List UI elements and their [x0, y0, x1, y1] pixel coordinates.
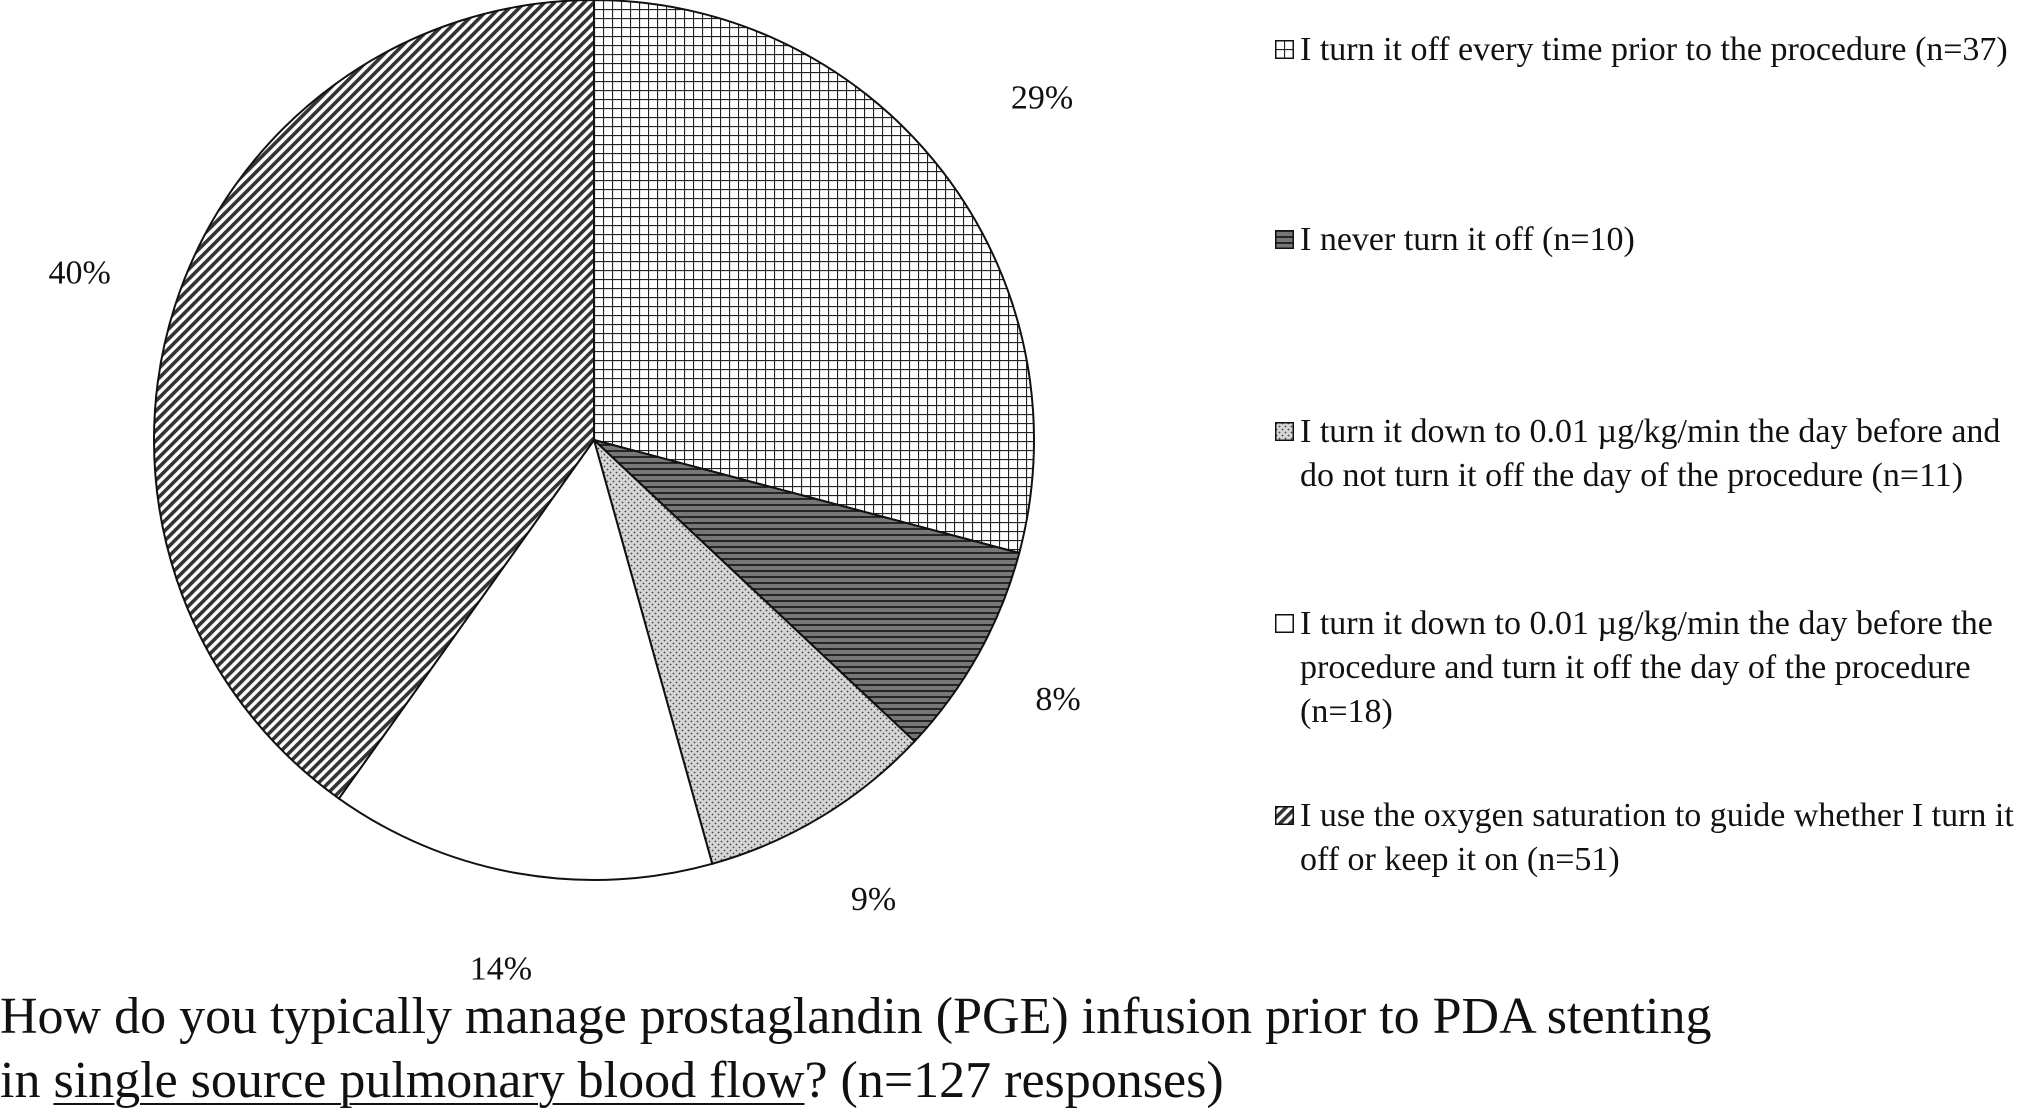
pie-slice-1	[593, 0, 1035, 555]
question-prefix: in	[0, 1052, 54, 1109]
legend-label: I use the oxygen saturation to guide whe…	[1300, 797, 2014, 878]
pie-slice-4	[337, 437, 714, 881]
legend-item-oxygen-saturation: I use the oxygen saturation to guide whe…	[1275, 794, 2030, 882]
question-caption: How do you typically manage prostaglandi…	[0, 985, 2030, 1113]
legend-swatch-hlines	[1275, 230, 1294, 249]
legend-swatch-diagonal	[1275, 806, 1294, 825]
legend-label: I turn it off every time prior to the pr…	[1300, 31, 2008, 68]
legend-item-down-then-off: I turn it down to 0.01 µg/kg/min the day…	[1275, 602, 2030, 734]
slice-percent-label-5: 40%	[48, 254, 110, 291]
question-underlined-phrase: single source pulmonary blood flow	[53, 1052, 805, 1109]
slice-percent-label-1: 29%	[1011, 80, 1073, 117]
legend-item-off-every-time: I turn it off every time prior to the pr…	[1275, 28, 2008, 72]
legend-item-down-not-off: I turn it down to 0.01 µg/kg/min the day…	[1275, 410, 2030, 498]
question-suffix: ? (n=127 responses)	[804, 1052, 1224, 1109]
legend-label: I never turn it off (n=10)	[1300, 221, 1635, 258]
slice-percent-label-2: 8%	[1035, 681, 1080, 718]
legend-swatch-dots	[1275, 422, 1294, 441]
pie-slice-5	[153, 0, 595, 800]
slice-percent-label-4: 14%	[470, 951, 532, 988]
pie-slice-3	[592, 436, 917, 866]
legend-swatch-white	[1275, 614, 1294, 633]
legend-item-never-off: I never turn it off (n=10)	[1275, 218, 1635, 262]
question-line-2: in single source pulmonary blood flow? (…	[0, 1049, 2030, 1113]
pie-slice-2	[593, 439, 1021, 743]
legend-swatch-grid	[1275, 40, 1294, 59]
question-line-1: How do you typically manage prostaglandi…	[0, 988, 1712, 1045]
legend-label: I turn it down to 0.01 µg/kg/min the day…	[1300, 605, 1993, 730]
legend-label: I turn it down to 0.01 µg/kg/min the day…	[1300, 413, 2001, 494]
slice-percent-label-3: 9%	[851, 881, 896, 918]
